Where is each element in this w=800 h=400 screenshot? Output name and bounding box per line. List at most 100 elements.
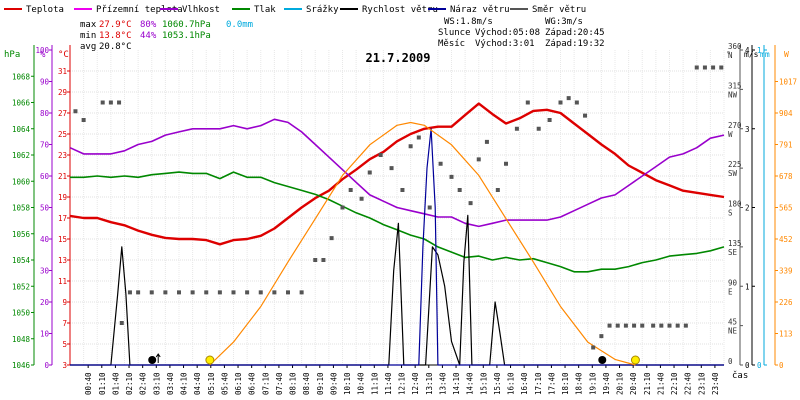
y-tick-label: 31: [58, 67, 67, 76]
y-tick-label: 1068: [12, 72, 31, 81]
y-axis-label: mm: [760, 50, 770, 59]
wind-direction-point: [163, 290, 168, 295]
max-rain: 0.0mm: [226, 20, 253, 30]
y-tick-label: 20: [40, 298, 50, 307]
y-tick-label: 45: [728, 318, 737, 327]
wind-direction-point: [536, 126, 541, 131]
wind-direction-point: [591, 345, 596, 350]
y-tick-label: 1048: [12, 335, 31, 344]
wind-direction-point: [100, 100, 105, 105]
y-tick-label: 452: [779, 235, 793, 244]
y-tick-label: 40: [40, 235, 50, 244]
wind-direction-point: [719, 65, 724, 70]
y-tick-label: 11: [58, 277, 67, 286]
x-tick-label: 03:40: [166, 372, 175, 395]
x-tick-label: 07:40: [275, 372, 284, 395]
y-tick-label: 4: [745, 46, 750, 55]
legend-label: Přízemní teplota: [96, 5, 183, 15]
wind-direction-point: [108, 100, 113, 105]
series-line-Rychlost větru: [70, 214, 724, 366]
y-tick-label: 180: [728, 200, 742, 209]
y-tick-label: 270: [728, 121, 742, 130]
time-unit-label: čas: [732, 370, 748, 381]
max-temp: 27.9°C: [99, 20, 132, 30]
y-tick-label: 90: [40, 78, 50, 87]
x-tick-label: 18:40: [575, 372, 584, 395]
wind-direction-point: [476, 157, 481, 162]
y-tick-label: 3: [745, 125, 750, 134]
x-tick-label: 21:10: [643, 372, 652, 395]
wind-direction-point: [438, 161, 443, 166]
wind-direction-point: [667, 323, 672, 328]
x-tick-label: 06:10: [234, 372, 243, 395]
x-tick-label: 12:40: [411, 372, 420, 395]
wind-direction-point: [449, 174, 454, 179]
axes: hPa1046104810501052105410561058106010621…: [4, 42, 797, 395]
x-tick-label: 02:40: [139, 372, 148, 395]
y-tick-label: 1: [757, 46, 762, 55]
wind-direction-point: [468, 201, 473, 206]
series-line-Sluneční záření: [209, 121, 636, 366]
wind-direction-point: [286, 290, 290, 295]
y-tick-label: 5: [62, 340, 67, 349]
wind-direction-point: [711, 65, 716, 70]
y-tick-label: 0: [728, 357, 733, 366]
x-tick-label: 09:40: [329, 372, 338, 395]
y-tick-label: 90: [728, 278, 738, 287]
wind-direction-point: [329, 236, 334, 241]
y-tick-label: SW: [728, 169, 738, 178]
y-tick-label: N: [728, 51, 733, 60]
y-tick-label: 100: [35, 46, 49, 55]
min-pressure: 1053.1hPa: [162, 31, 211, 41]
y-tick-label: 1046: [12, 361, 31, 370]
wind-direction-point: [272, 290, 277, 295]
x-tick-label: 01:40: [111, 372, 120, 395]
y-tick-label: 1052: [12, 282, 30, 291]
y-tick-label: 2: [745, 204, 750, 213]
y-tick-label: 50: [40, 204, 50, 213]
legend-label: Teplota: [26, 5, 64, 15]
legend-label: Tlak: [254, 5, 276, 15]
series-line-Tlak: [70, 171, 725, 273]
y-tick-label: 23: [58, 151, 67, 160]
x-tick-label: 11:10: [370, 372, 379, 395]
y-tick-label: NE: [728, 327, 738, 336]
y-axis-label: m/s: [744, 50, 759, 59]
y-tick-label: 565: [779, 204, 793, 213]
wind-direction-point: [73, 109, 78, 114]
wind-direction-point: [245, 290, 250, 295]
moonrise-marker: [148, 356, 157, 364]
y-tick-label: 30: [40, 267, 50, 276]
y-tick-label: 904: [779, 109, 793, 118]
y-tick-label: 1050: [12, 309, 31, 318]
wind-direction-point: [566, 96, 571, 101]
chart-title: 21.7.2009: [365, 51, 430, 65]
y-tick-label: 15: [58, 235, 67, 244]
wind-gust-avg: WG:3m/s: [545, 17, 583, 27]
y-tick-label: 678: [779, 172, 793, 181]
legend-label: Rychlost větru: [362, 5, 438, 15]
wind-direction-point: [675, 323, 680, 328]
x-tick-label: 14:40: [466, 372, 475, 395]
x-tick-label: 13:40: [438, 372, 447, 395]
x-tick-label: 10:40: [357, 372, 366, 395]
x-tick-label: 02:10: [125, 372, 134, 395]
y-tick-label: 0: [757, 361, 762, 370]
min-label: min: [80, 31, 96, 41]
x-tick-label: 01:10: [98, 372, 107, 395]
wind-direction-point: [408, 144, 413, 149]
y-tick-label: 360: [728, 42, 742, 51]
wind-direction-point: [640, 323, 645, 328]
wind-direction-point: [400, 188, 405, 192]
y-axis-label: %: [40, 50, 46, 60]
legend-label: Vlhkost: [182, 5, 220, 15]
y-tick-label: 315: [728, 81, 742, 90]
wind-direction-point: [359, 196, 364, 201]
y-tick-label: 60: [40, 172, 50, 181]
y-tick-label: 80: [40, 109, 50, 118]
x-tick-label: 22:40: [684, 372, 693, 395]
y-tick-label: 226: [779, 298, 793, 307]
y-tick-label: 25: [58, 130, 67, 139]
y-tick-label: S: [728, 209, 733, 218]
